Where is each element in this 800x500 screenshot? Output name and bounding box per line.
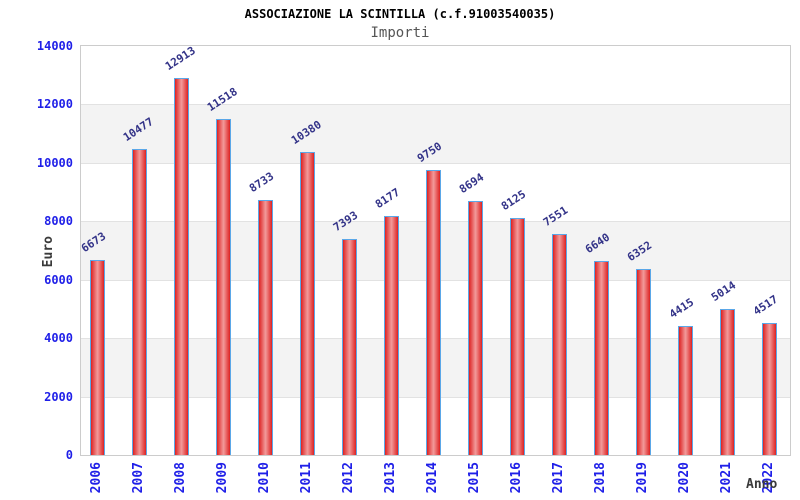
x-tick-label: 2019 bbox=[635, 462, 650, 494]
bar-2016 bbox=[509, 217, 525, 455]
bar-2007 bbox=[131, 148, 147, 455]
bar-2018 bbox=[593, 261, 609, 455]
y-tick-label: 10000 bbox=[36, 155, 73, 170]
chart-title: ASSOCIAZIONE LA SCINTILLA (c.f.910035400… bbox=[244, 7, 556, 21]
x-tick-label: 2010 bbox=[257, 462, 272, 494]
bar-2017 bbox=[551, 234, 567, 455]
bar-2011 bbox=[299, 151, 315, 455]
plot-band bbox=[81, 104, 790, 163]
bar-2020 bbox=[677, 326, 693, 455]
bar-2019 bbox=[635, 269, 651, 455]
x-tick-label: 2013 bbox=[383, 462, 398, 494]
y-tick-label: 0 bbox=[65, 448, 73, 462]
gridline bbox=[81, 162, 790, 164]
y-tick-label: 14000 bbox=[36, 39, 73, 53]
x-tick-label: 2009 bbox=[215, 462, 230, 494]
plot-area: 6673 10477 12913 11518 8733 10380 7393 8177 9750… bbox=[79, 44, 791, 456]
x-tick-label: 2014 bbox=[425, 462, 440, 494]
y-tick-label: 2000 bbox=[44, 389, 73, 404]
bar-2021 bbox=[719, 308, 735, 455]
bar-2015 bbox=[467, 201, 483, 455]
y-tick-label: 6000 bbox=[44, 272, 73, 287]
bar-2008 bbox=[173, 77, 189, 455]
x-tick-label: 2020 bbox=[677, 462, 692, 494]
x-tick-label: 2008 bbox=[173, 462, 188, 494]
x-tick-label: 2018 bbox=[593, 462, 608, 494]
x-tick-label: 2012 bbox=[341, 462, 356, 494]
bar-2009 bbox=[215, 118, 231, 455]
y-tick-label: 8000 bbox=[44, 214, 73, 229]
y-tick-label: 4000 bbox=[44, 331, 73, 346]
bar-2013 bbox=[383, 216, 399, 455]
x-tick-label: 2021 bbox=[719, 462, 734, 494]
x-tick-label: 2007 bbox=[131, 462, 146, 494]
x-axis-title-anno: Anno bbox=[746, 477, 778, 492]
x-tick-label: 2016 bbox=[509, 462, 524, 494]
x-tick-label: 2006 bbox=[89, 462, 104, 494]
bar-2012 bbox=[341, 239, 357, 455]
bar-2022 bbox=[761, 323, 777, 455]
gridline bbox=[81, 104, 790, 106]
bar-2006 bbox=[89, 260, 105, 455]
y-axis-title-euro: Euro bbox=[41, 236, 56, 268]
x-tick-label: 2015 bbox=[467, 462, 482, 494]
x-tick-label: 2011 bbox=[299, 462, 314, 494]
chart-subtitle: Importi bbox=[370, 25, 430, 41]
x-tick-label: 2017 bbox=[551, 462, 566, 494]
bar-2010 bbox=[257, 199, 273, 455]
bar-2014 bbox=[425, 170, 441, 455]
y-tick-label: 12000 bbox=[36, 97, 73, 112]
